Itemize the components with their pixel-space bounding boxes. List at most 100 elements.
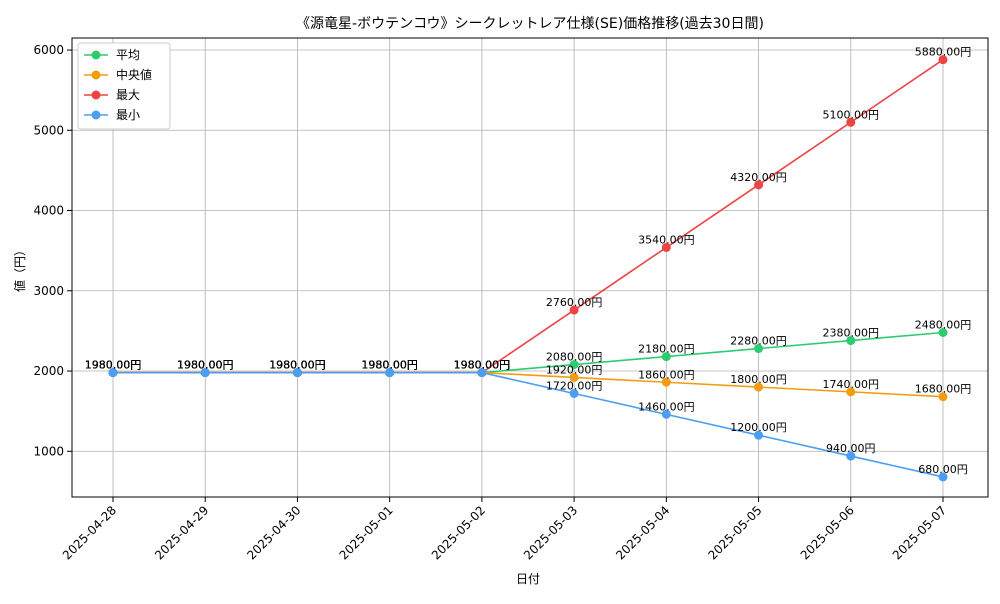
legend-item: 平均 (84, 48, 140, 62)
data-point (108, 368, 118, 378)
data-label: 940.00円 (826, 442, 876, 455)
data-label: 2760.00円 (546, 296, 603, 309)
data-point (754, 180, 764, 190)
data-point (661, 377, 671, 387)
data-label: 1980.00円 (85, 359, 142, 372)
data-point (292, 368, 302, 378)
legend-item: 最小 (84, 108, 140, 122)
data-label: 2280.00円 (730, 335, 787, 348)
x-tick-label: 2025-05-02 (429, 503, 488, 562)
data-point (938, 392, 948, 402)
series-line (113, 371, 944, 398)
legend-marker (91, 110, 101, 120)
data-point (846, 451, 856, 461)
data-label: 1980.00円 (177, 359, 234, 372)
data-point (754, 344, 764, 354)
data-point (569, 372, 579, 382)
data-label: 1980.00円 (177, 359, 234, 372)
data-label: 4320.00円 (730, 171, 787, 184)
data-label: 3540.00円 (638, 233, 695, 246)
legend-marker (91, 90, 101, 100)
data-label: 5100.00円 (823, 108, 880, 121)
x-tick-label: 2025-05-04 (613, 503, 672, 562)
data-label: 2080.00円 (546, 351, 603, 364)
data-label: 5880.00円 (915, 46, 972, 59)
x-tick-label: 2025-05-01 (337, 503, 396, 562)
x-axis-title: 日付 (516, 572, 540, 586)
plot-frame (71, 37, 989, 498)
data-label: 1980.00円 (269, 359, 326, 372)
y-tick-label: 3000 (33, 284, 64, 298)
data-point (661, 352, 671, 362)
x-tick-label: 2025-05-05 (705, 503, 764, 562)
data-point (938, 55, 948, 65)
y-tick-label: 1000 (33, 444, 64, 458)
series-line (113, 331, 944, 374)
data-point (661, 409, 671, 419)
data-point (846, 387, 856, 397)
data-label: 1980.00円 (269, 359, 326, 372)
data-point (385, 368, 395, 378)
data-label: 1860.00円 (638, 368, 695, 381)
x-tick-label: 2025-05-06 (798, 503, 857, 562)
legend-marker (91, 70, 101, 80)
data-label: 1980.00円 (361, 359, 418, 372)
legend-box (77, 42, 171, 130)
chart-title: 《源竜星-ボウテンコウ》シークレットレア仕様(SE)価格推移(過去30日間) (296, 15, 764, 32)
data-label: 1920.00円 (546, 363, 603, 376)
x-tick-label: 2025-05-03 (521, 503, 580, 562)
data-point (661, 242, 671, 252)
y-axis-title: 値（円） (12, 244, 27, 292)
legend-item: 中央値 (84, 67, 152, 82)
x-axis-ticks: 2025-04-28 2025-04-29 2025-04-30 2025-05-01… (60, 497, 949, 562)
data-point (846, 336, 856, 346)
data-label: 1980.00円 (454, 359, 511, 372)
data-point (754, 382, 764, 392)
data-label: 1980.00円 (269, 359, 326, 372)
series-line (113, 59, 944, 374)
data-label: 1720.00円 (546, 379, 603, 392)
y-tick-label: 6000 (33, 43, 64, 57)
data-label: 2180.00円 (638, 343, 695, 356)
data-label: 1980.00円 (85, 359, 142, 372)
data-label: 1980.00円 (454, 359, 511, 372)
data-label: 680.00円 (918, 463, 968, 476)
data-label: 1980.00円 (454, 359, 511, 372)
series-layer (108, 55, 948, 482)
y-tick-label: 4000 (33, 204, 64, 218)
data-label: 1980.00円 (361, 359, 418, 372)
legend-item: 最大 (84, 88, 140, 102)
data-point (200, 368, 210, 378)
data-label: 1980.00円 (361, 359, 418, 372)
data-point (846, 117, 856, 127)
data-labels: 1980.00円 1980.00円 1980.00円 1980.00円 1980.00円… (85, 46, 972, 476)
data-label: 1980.00円 (361, 359, 418, 372)
x-tick-label: 2025-04-29 (152, 503, 211, 562)
data-label: 2380.00円 (823, 327, 880, 340)
y-tick-label: 2000 (33, 364, 64, 378)
legend-label: 平均 (116, 48, 140, 62)
x-tick-label: 2025-04-30 (244, 503, 303, 562)
data-label: 1980.00円 (85, 359, 142, 372)
legend-label: 中央値 (116, 67, 152, 82)
data-label: 1200.00円 (730, 421, 787, 434)
series-最小 (108, 368, 948, 482)
data-point (477, 368, 487, 378)
x-tick-label: 2025-05-07 (890, 503, 949, 562)
series-line (113, 371, 944, 478)
grid (72, 38, 988, 497)
data-label: 1740.00円 (823, 378, 880, 391)
legend-label: 最小 (116, 108, 140, 122)
data-label: 1460.00円 (638, 400, 695, 413)
data-label: 1980.00円 (177, 359, 234, 372)
data-point (569, 388, 579, 398)
y-axis-ticks: 1000 2000 3000 4000 5000 6000 (33, 43, 72, 458)
legend-label: 最大 (116, 88, 140, 102)
data-label: 1800.00円 (730, 373, 787, 386)
data-label: 1980.00円 (454, 359, 511, 372)
data-label: 1980.00円 (269, 359, 326, 372)
data-point (938, 472, 948, 482)
data-point (754, 430, 764, 440)
